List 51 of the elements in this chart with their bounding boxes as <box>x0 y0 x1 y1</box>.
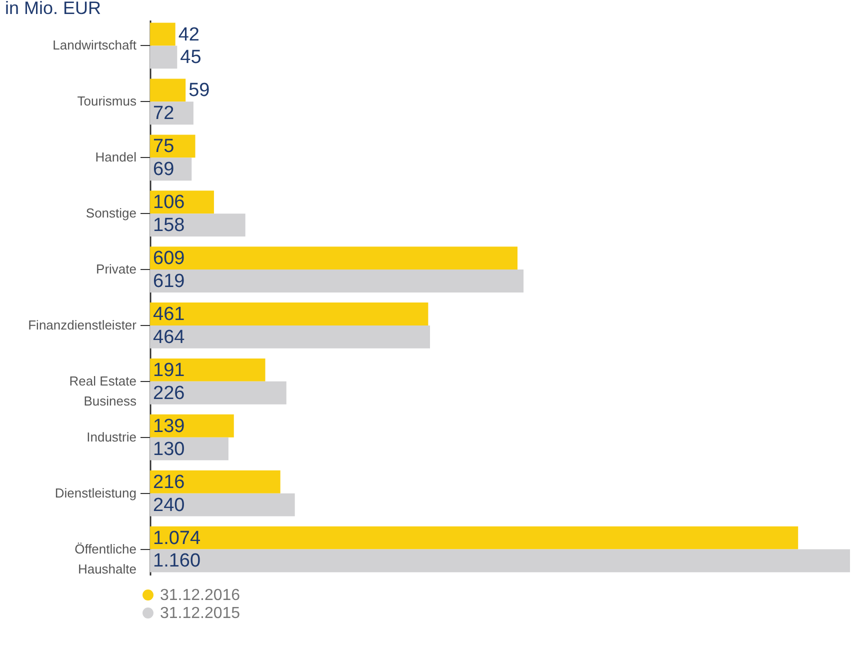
data-label: 609 <box>153 248 185 270</box>
bar <box>150 381 286 404</box>
y-tick-label: Handel <box>95 150 137 165</box>
y-tick-label: Landwirtschaft <box>52 38 137 53</box>
bar <box>150 46 178 69</box>
bar <box>150 437 228 460</box>
bar <box>150 358 266 382</box>
bar <box>150 325 430 348</box>
bar <box>150 246 518 270</box>
data-label: 464 <box>153 326 186 348</box>
bar <box>150 302 428 326</box>
bar <box>150 414 234 438</box>
data-label: 1.160 <box>153 550 201 572</box>
bar <box>150 470 280 494</box>
legend-label: 31.12.2015 <box>160 605 240 622</box>
data-label: 75 <box>153 136 174 158</box>
chart-title: in Mio. EUR <box>5 0 102 18</box>
y-tick-label: Öffentliche Haushalte <box>74 541 136 576</box>
bar <box>150 493 295 516</box>
data-label: 461 <box>153 304 185 326</box>
data-label: 226 <box>153 382 185 404</box>
bar <box>150 22 176 46</box>
legend-label: 31.12.2016 <box>160 587 240 604</box>
data-label: 42 <box>178 24 200 46</box>
bar <box>150 526 798 550</box>
bar <box>150 102 194 125</box>
bar <box>150 134 196 158</box>
data-label: 130 <box>153 438 185 460</box>
y-tick-label: Finanzdienstleister <box>28 317 138 332</box>
y-tick-label: Tourismus <box>77 94 137 109</box>
bar <box>150 270 524 292</box>
bar <box>150 549 850 572</box>
y-tick-label: Sonstige <box>86 206 136 221</box>
data-label: 106 <box>153 192 185 214</box>
bar <box>150 78 186 102</box>
data-label: 216 <box>153 472 185 493</box>
y-tick-label: Industrie <box>86 429 136 444</box>
bar <box>150 214 246 237</box>
data-label: 45 <box>180 47 202 68</box>
y-tick-label: Real Estate Business <box>69 373 137 408</box>
data-label: 69 <box>153 159 174 180</box>
data-label: 619 <box>153 270 185 292</box>
y-tick-label: Dienstleistung <box>54 485 136 500</box>
data-label: 72 <box>153 103 174 124</box>
data-label: 191 <box>153 360 185 381</box>
data-label: 1.074 <box>153 528 201 549</box>
data-label: 59 <box>188 80 210 102</box>
y-tick-label: Private <box>96 262 136 277</box>
data-label: 240 <box>153 494 185 516</box>
data-label: 139 <box>153 416 185 437</box>
data-label: 158 <box>153 215 185 236</box>
